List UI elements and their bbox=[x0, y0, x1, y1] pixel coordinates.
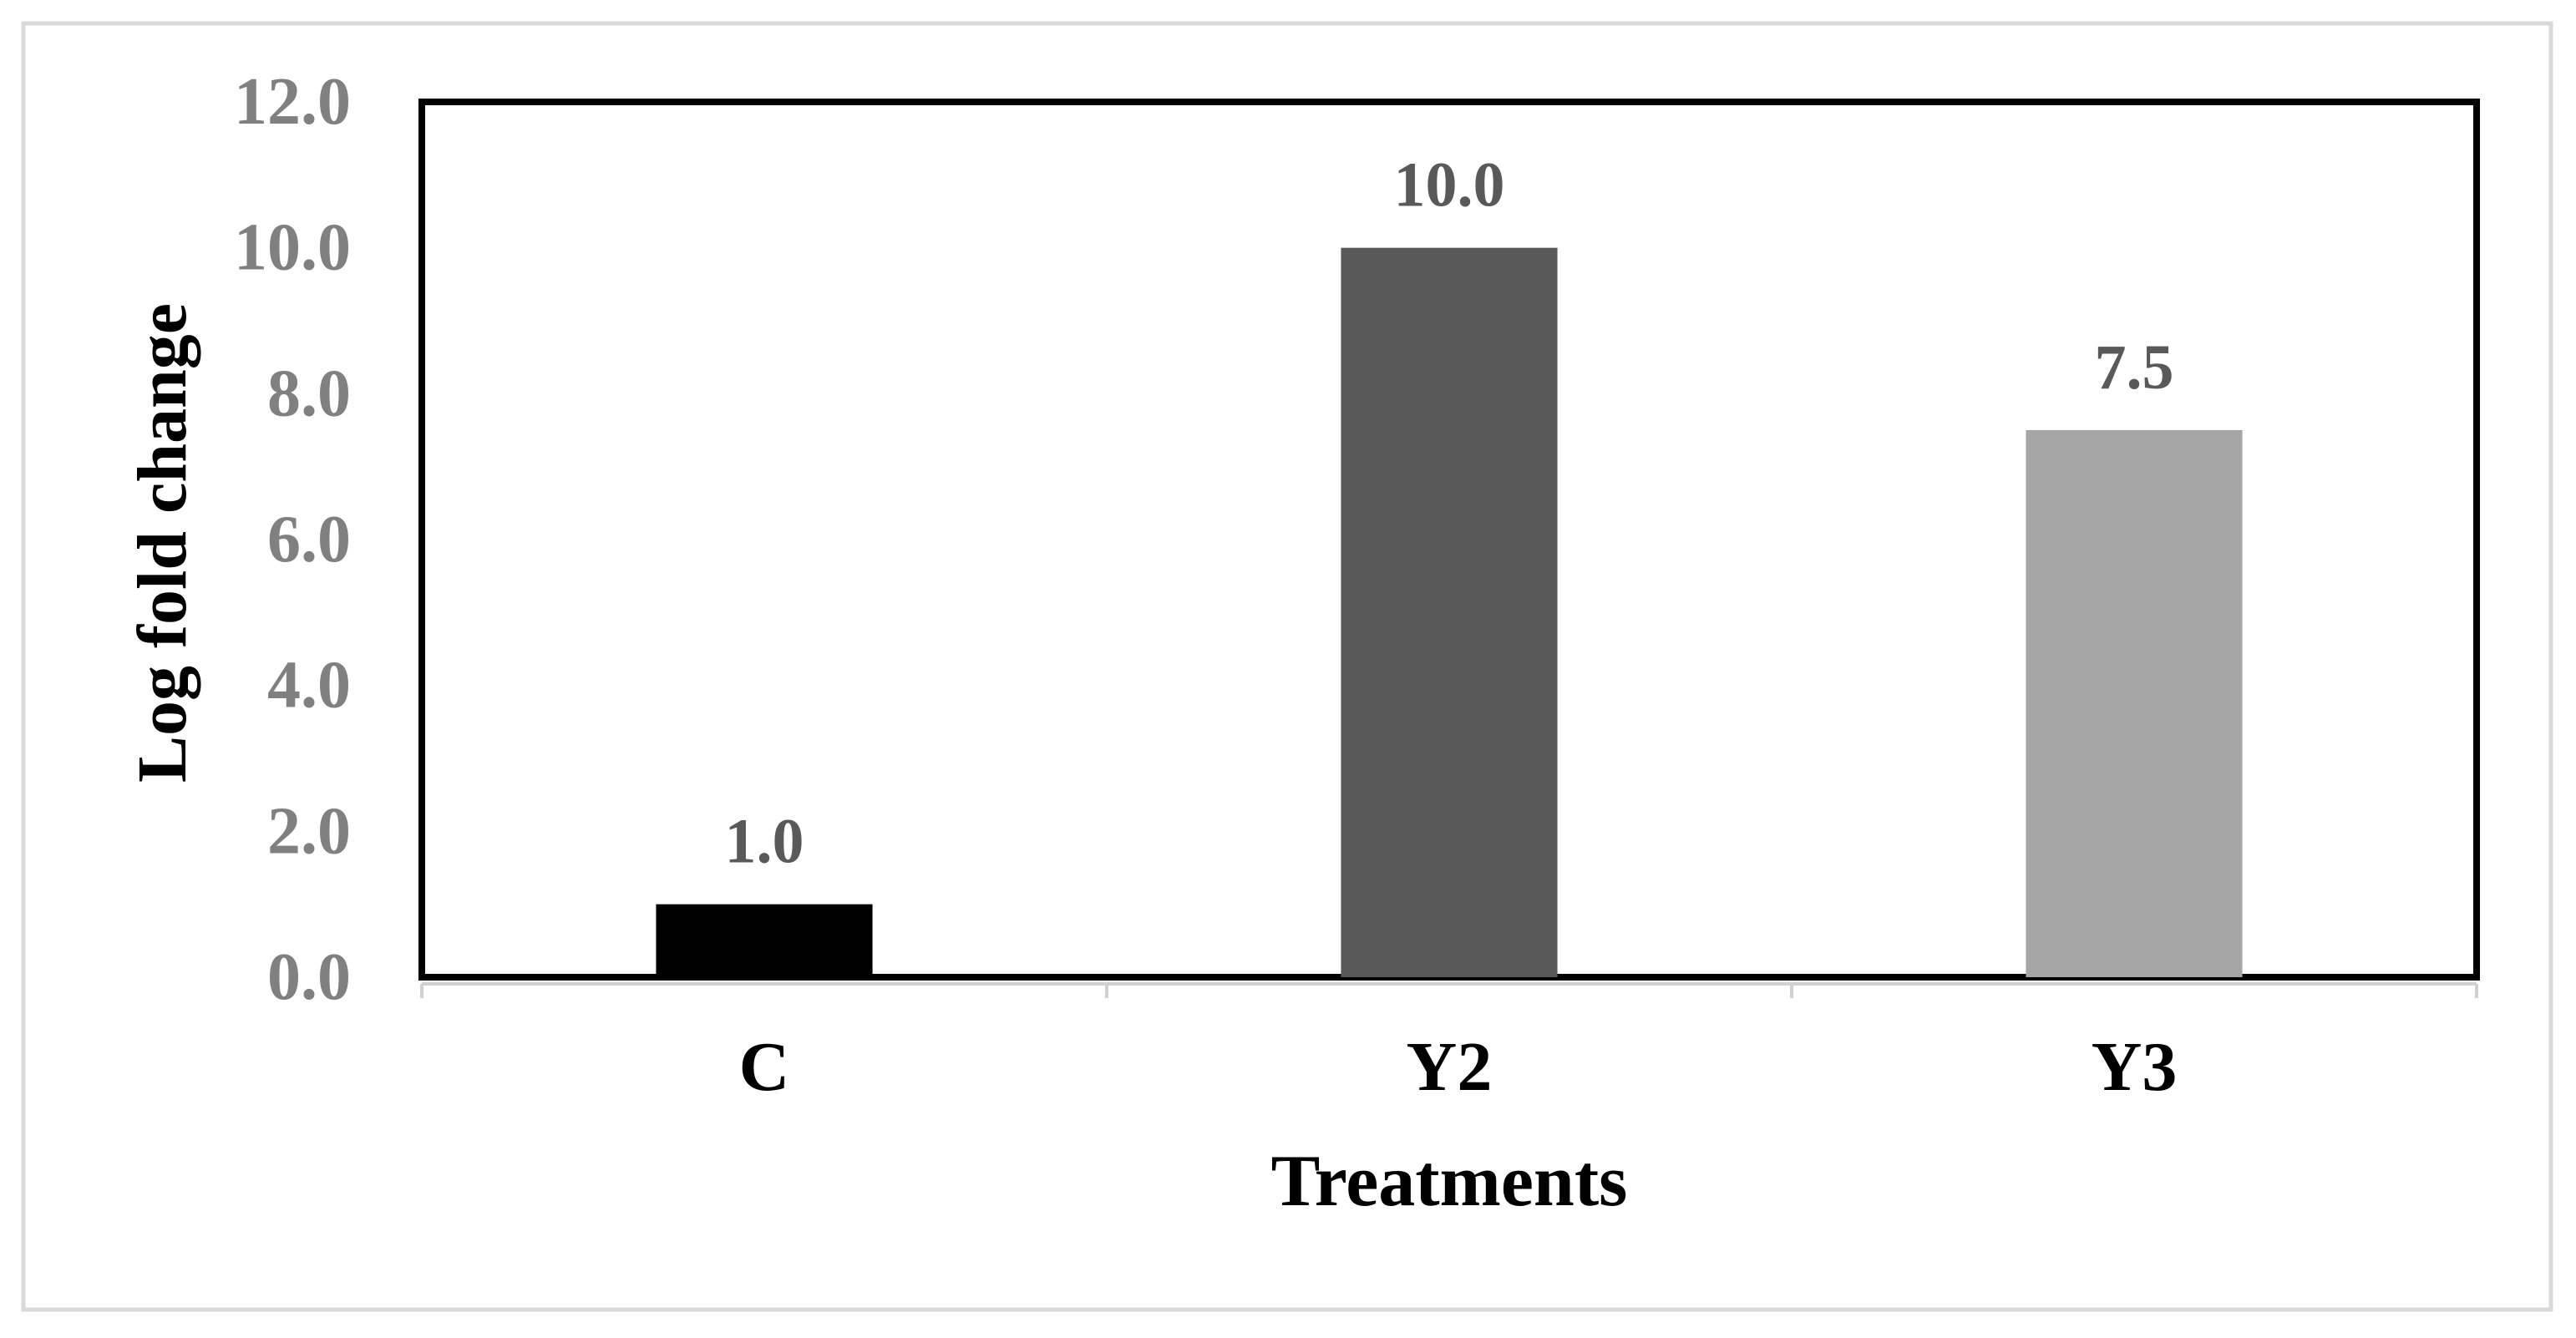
data-label-y3: 7.5 bbox=[2095, 332, 2174, 403]
y-tick-label: 8.0 bbox=[267, 357, 351, 430]
y-tick-label: 12.0 bbox=[234, 65, 351, 139]
x-tick-label-c: C bbox=[739, 1028, 790, 1106]
x-tick-label-y3: Y3 bbox=[2092, 1028, 2178, 1106]
y-tick-label: 2.0 bbox=[267, 794, 351, 868]
x-axis-tick-labels: C Y2 Y3 bbox=[739, 1028, 2178, 1106]
bars bbox=[656, 247, 2243, 978]
x-tick-label-y2: Y2 bbox=[1407, 1028, 1493, 1106]
x-axis-title: Treatments bbox=[1271, 1141, 1628, 1222]
bar-c bbox=[656, 904, 873, 977]
data-labels: 1.0 10.0 7.5 bbox=[725, 150, 2174, 877]
y-tick-label: 6.0 bbox=[267, 503, 351, 576]
y-axis-tick-labels: 0.0 2.0 4.0 6.0 8.0 10.0 12.0 bbox=[234, 65, 351, 1014]
y-tick-label: 0.0 bbox=[267, 940, 351, 1014]
y-tick-label: 10.0 bbox=[234, 211, 351, 285]
y-axis-title: Log fold change bbox=[124, 303, 201, 783]
bar-y2 bbox=[1341, 247, 1558, 978]
y-tick-label: 4.0 bbox=[267, 649, 351, 722]
bar-y3 bbox=[2026, 430, 2243, 977]
data-label-y2: 10.0 bbox=[1394, 150, 1505, 220]
data-label-c: 1.0 bbox=[725, 807, 804, 877]
x-axis-ticks bbox=[420, 984, 2478, 998]
